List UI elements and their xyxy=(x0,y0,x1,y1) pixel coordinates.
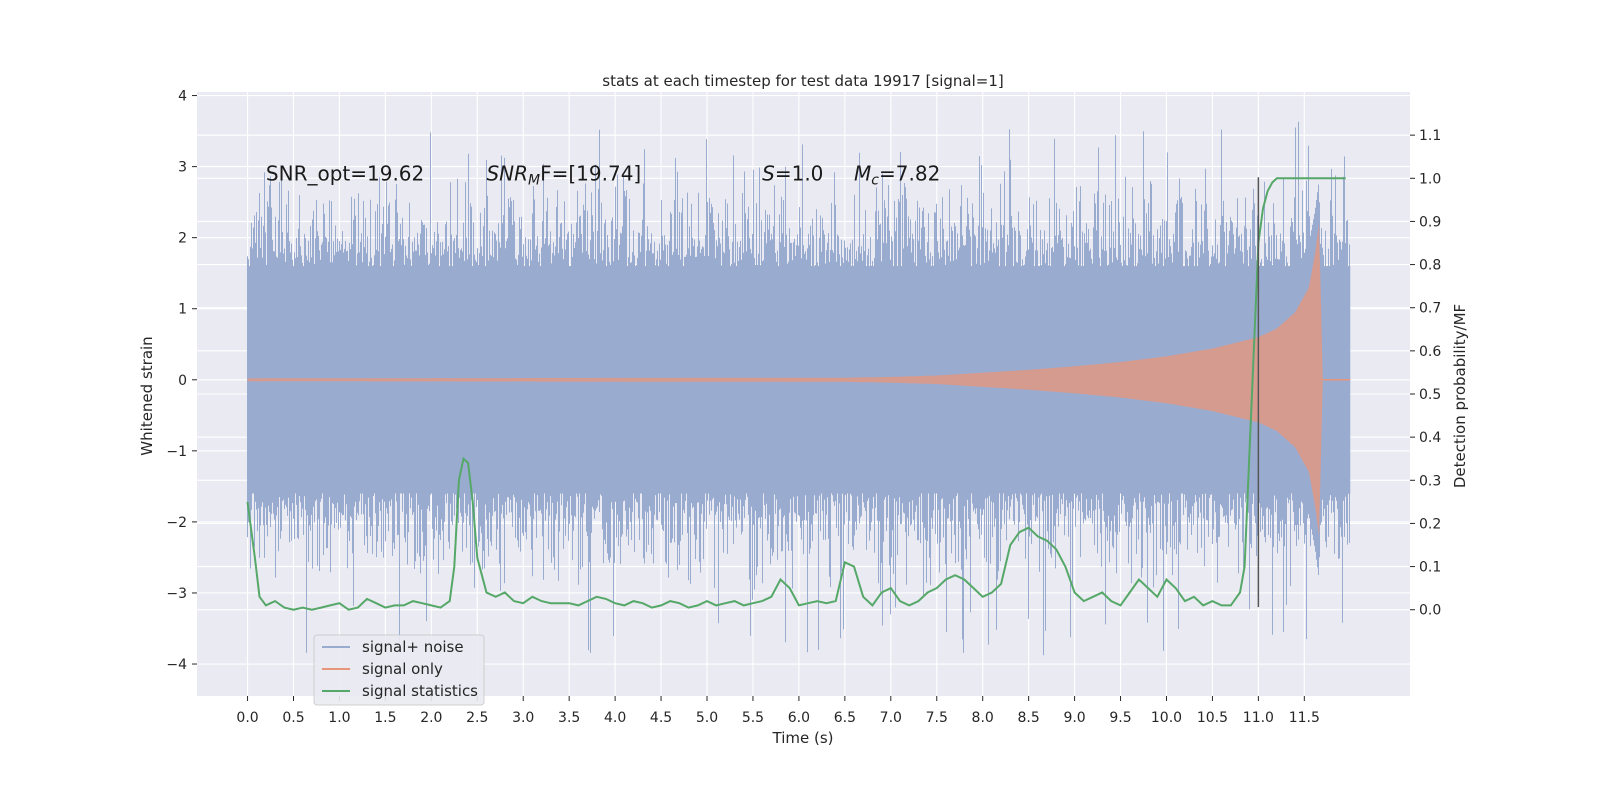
y-tick-label: −1 xyxy=(166,444,187,460)
y-axis-label: Whitened strain xyxy=(138,336,156,455)
x-tick-label: 10.0 xyxy=(1151,710,1182,726)
x-tick-label: 9.5 xyxy=(1109,710,1131,726)
chart-title: stats at each timestep for test data 199… xyxy=(602,72,1003,90)
x-tick-label: 3.5 xyxy=(558,710,580,726)
x-tick-label: 0.0 xyxy=(236,710,258,726)
x-tick-label: 5.0 xyxy=(696,710,718,726)
x-tick-label: 9.0 xyxy=(1063,710,1085,726)
y-right-tick-label: 0.6 xyxy=(1419,344,1441,360)
y-right-tick-label: 0.7 xyxy=(1419,301,1441,317)
y-right-tick-label: 0.9 xyxy=(1419,214,1441,230)
annotation-symbol: M xyxy=(854,162,871,186)
x-tick-label: 6.0 xyxy=(788,710,810,726)
annotation-layer: SNR_opt=19.62 SNRMF=[19.74] S=1.0 Mc=7.82 xyxy=(266,162,940,189)
annotation: S=1.0 xyxy=(762,162,823,186)
x-tick-label: 7.0 xyxy=(880,710,902,726)
y-right-tick-label: 0.8 xyxy=(1419,258,1441,274)
x-axis-label: Time (s) xyxy=(772,729,834,747)
x-tick-label: 5.5 xyxy=(742,710,764,726)
annotation-subscript: M xyxy=(528,173,540,189)
legend-label-stats: signal statistics xyxy=(362,682,478,700)
legend-box xyxy=(313,634,485,706)
y-tick-label: −3 xyxy=(166,586,187,602)
x-tick-label: 8.5 xyxy=(1018,710,1040,726)
x-tick-label: 4.5 xyxy=(650,710,672,726)
stats-layer xyxy=(246,177,1346,611)
x-tick-label: 4.0 xyxy=(604,710,626,726)
legend-label-noise: signal+ noise xyxy=(362,638,464,656)
y-right-tick-label: 0.4 xyxy=(1419,430,1441,446)
x-tick-label: 0.5 xyxy=(282,710,304,726)
x-tick-label: 8.0 xyxy=(972,710,994,726)
y-tick-layer: 4 3 2 1 0 −1 −2 −3 −4 xyxy=(166,89,197,673)
x-tick-label: 10.5 xyxy=(1197,710,1228,726)
x-tick-label: 3.0 xyxy=(512,710,534,726)
x-tick-label: 6.5 xyxy=(834,710,856,726)
y-right-tick-label: 0.3 xyxy=(1419,473,1441,489)
x-tick-label: 1.5 xyxy=(374,710,396,726)
y-right-tick-label: 0.1 xyxy=(1419,560,1441,576)
legend: signal+ noise signal only signal statist… xyxy=(313,634,485,706)
signal-layer xyxy=(247,223,1351,537)
y-right-tick-label: 0.2 xyxy=(1419,516,1441,532)
x-tick-layer: 0.0 0.5 1.0 1.5 2.0 2.5 3.0 3.5 4.0 4.5 5.0 5.5 6.0 6… xyxy=(236,696,1320,726)
legend-label-signal: signal only xyxy=(362,660,443,678)
x-tick-label: 7.5 xyxy=(926,710,948,726)
y-tick-label: 4 xyxy=(178,89,187,105)
x-tick-label: 11.5 xyxy=(1289,710,1320,726)
annotation-symbol: SNR xyxy=(486,162,528,186)
y-tick-label: −2 xyxy=(166,515,187,531)
y-right-tick-label: 0.5 xyxy=(1419,387,1441,403)
annotation: Mc=7.82 xyxy=(854,162,940,189)
y-tick-label: 2 xyxy=(178,231,187,247)
y-axis-label-right: Detection probability/MF xyxy=(1451,304,1469,488)
y-right-tick-label: 0.0 xyxy=(1419,603,1441,619)
y-right-tick-label: 1.1 xyxy=(1419,128,1441,144)
y-right-tick-label: 1.0 xyxy=(1419,171,1441,187)
y-tick-label: 3 xyxy=(178,160,187,176)
stats-line xyxy=(246,177,1346,611)
y-tick-label: 0 xyxy=(178,373,187,389)
annotation-value: =7.82 xyxy=(879,162,940,186)
x-tick-label: 2.0 xyxy=(420,710,442,726)
annotation-value: =1.0 xyxy=(775,162,824,186)
annotation-subscript: c xyxy=(871,173,879,189)
y-right-tick-layer: 1.1 1.0 0.9 0.8 0.7 0.6 0.5 0.4 0.3 0.2 0.1 0.0 xyxy=(1410,128,1441,619)
y-tick-label: −4 xyxy=(166,657,187,673)
annotation: SNRMF=[19.74] xyxy=(486,162,641,189)
x-tick-label: 2.5 xyxy=(466,710,488,726)
x-tick-label: 1.0 xyxy=(328,710,350,726)
annotation: SNR_opt=19.62 xyxy=(266,162,424,186)
annotation-symbol: S xyxy=(762,162,775,186)
signal-envelope xyxy=(247,223,1323,537)
x-tick-label: 11.0 xyxy=(1243,710,1274,726)
y-tick-label: 1 xyxy=(178,302,187,318)
annotation-value: F=[19.74] xyxy=(540,162,641,186)
